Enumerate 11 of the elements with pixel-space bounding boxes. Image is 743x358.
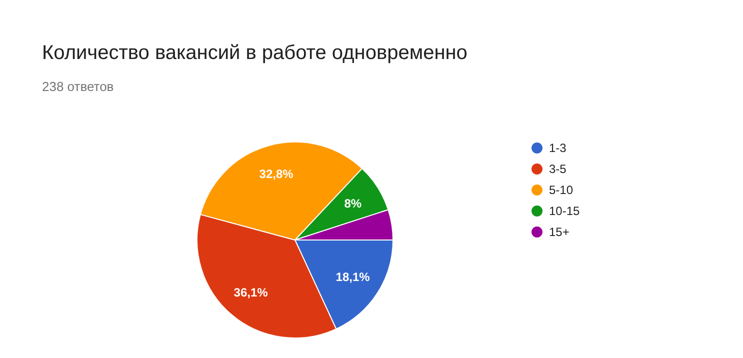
legend-label: 5-10 [549, 183, 574, 197]
text: 238 ответов [42, 79, 114, 94]
legend-label: 15+ [549, 225, 570, 239]
data-label: 8% [344, 196, 362, 210]
legend-label: 3-5 [549, 162, 567, 176]
legend-label: 10-15 [549, 204, 580, 218]
data-label: 18,1% [336, 270, 370, 284]
data-label: 36,1% [234, 285, 268, 300]
chart-title: Количество вакансий в работе одновременно [42, 42, 468, 64]
data-label: 32,8% [259, 167, 294, 182]
legend-label: 1-3 [549, 141, 567, 155]
